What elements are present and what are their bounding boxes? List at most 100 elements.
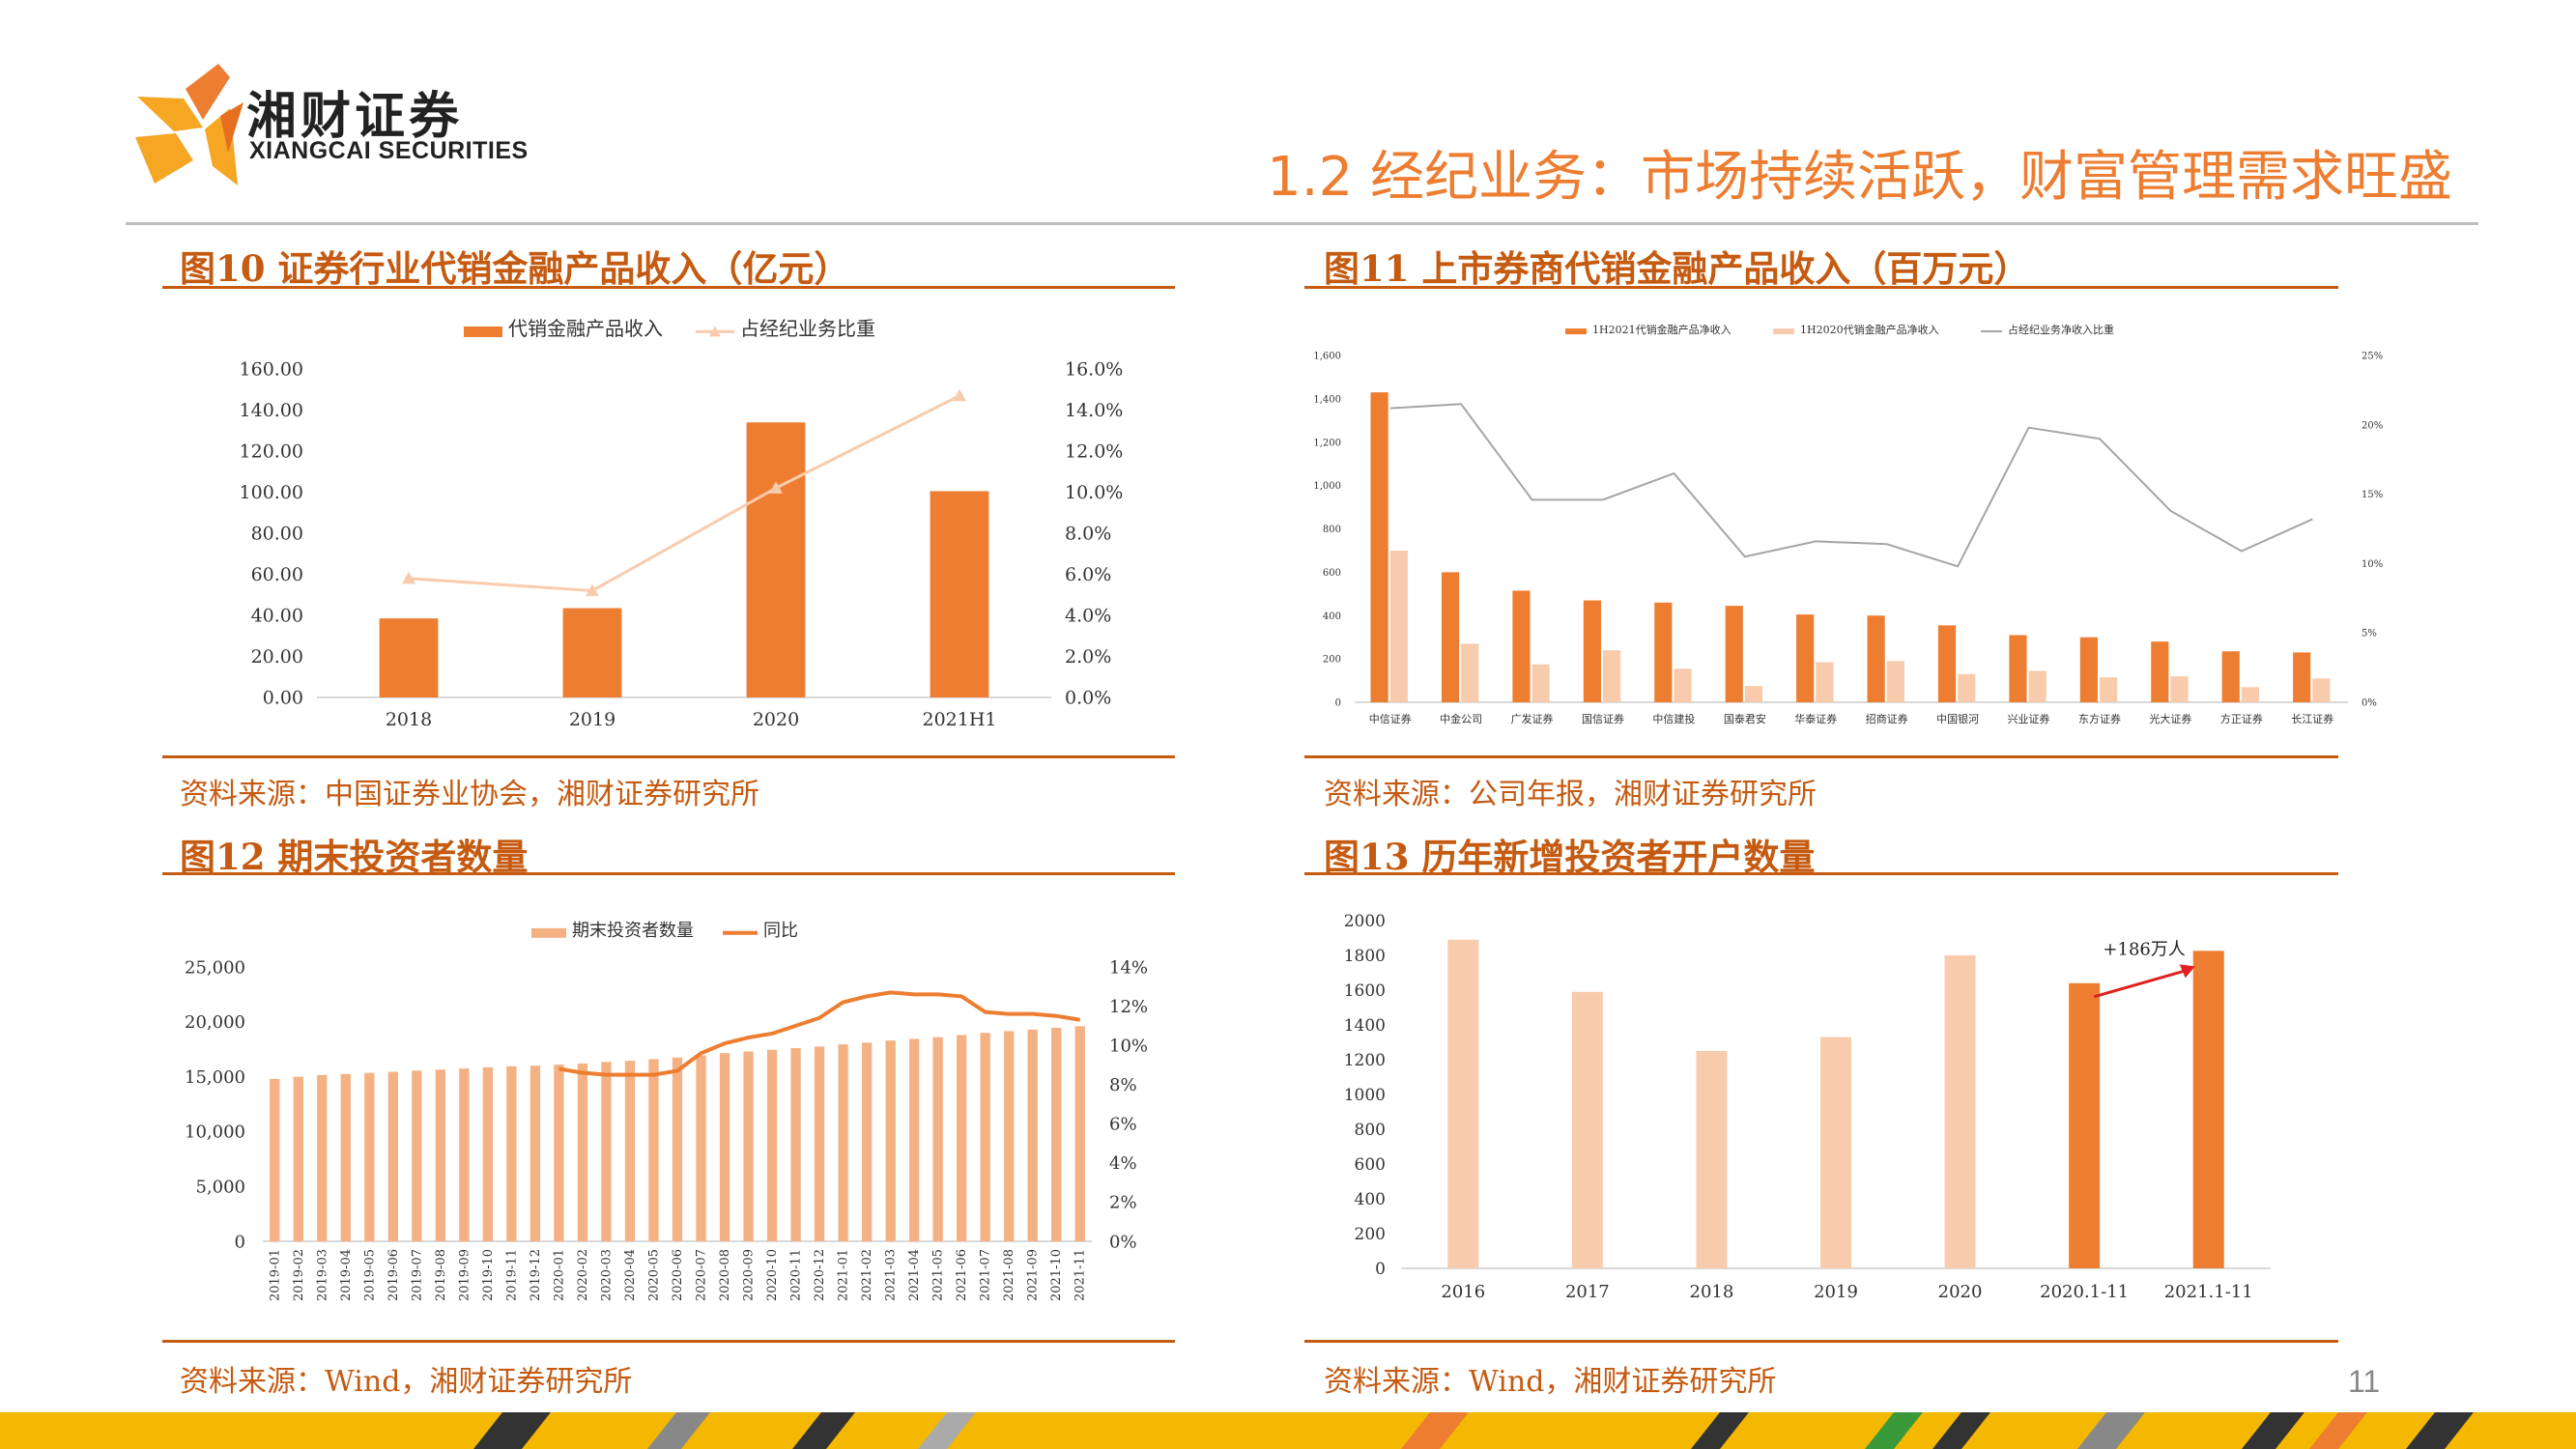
annotation-label: +186万人 — [2103, 939, 2185, 959]
bar — [1816, 662, 1834, 702]
y-left-tick-label: 1,600 — [1313, 352, 1341, 362]
bar — [577, 1063, 588, 1241]
x-tick-label: 2019-09 — [457, 1249, 472, 1301]
y-right-tick-label: 6.0% — [1065, 564, 1111, 585]
x-tick-label: 中信证券 — [1369, 712, 1412, 725]
y-tick-label: 1600 — [1344, 981, 1386, 1001]
bar — [814, 1046, 825, 1241]
x-tick-label: 中金公司 — [1440, 712, 1482, 725]
bar — [506, 1065, 517, 1241]
x-tick-label: 2019-06 — [386, 1249, 401, 1301]
y-left-tick-label: 200 — [1323, 655, 1341, 666]
y-right-tick-label: 10% — [2361, 559, 2383, 570]
bar — [743, 1051, 754, 1241]
y-right-tick-label: 6% — [1109, 1115, 1137, 1135]
xiangcai-logo-icon — [135, 64, 243, 185]
bar — [435, 1069, 446, 1241]
bar — [1654, 602, 1673, 702]
y-tick-label: 400 — [1355, 1190, 1386, 1209]
bar — [2100, 677, 2118, 702]
y-left-tick-label: 10,000 — [185, 1122, 245, 1143]
bar — [2069, 982, 2101, 1268]
page-title: 1.2 经纪业务：市场持续活跃，财富管理需求旺盛 — [1267, 146, 2452, 209]
logo-text-en: XIANGCAI SECURITIES — [249, 137, 529, 164]
figure-11-chart: 0 200 400 600 800 1,000 1,200 1,400 1,600 0% 5% 10%… — [1313, 323, 2383, 725]
x-tick-label: 中信建投 — [1652, 712, 1695, 725]
annotation-arrow — [2093, 968, 2189, 999]
legend-label: 代销金融产品收入 — [508, 317, 663, 340]
bar — [2312, 678, 2331, 702]
bar — [2009, 635, 2027, 702]
bar — [1796, 614, 1815, 702]
x-tick-label: 2021-05 — [931, 1249, 946, 1301]
x-tick-label: 2021-06 — [955, 1249, 969, 1301]
x-tick-label: 2020.1-11 — [2040, 1282, 2129, 1302]
bar — [412, 1070, 422, 1241]
x-tick-label: 招商证券 — [1866, 712, 1908, 725]
x-tick-label: 兴业证券 — [2008, 712, 2050, 725]
bar — [379, 618, 439, 697]
x-tick-label: 2019-07 — [410, 1249, 424, 1301]
bar — [746, 422, 806, 697]
bar — [672, 1057, 683, 1241]
y-right-tick-label: 10% — [1109, 1036, 1148, 1056]
legend-swatch — [1565, 328, 1587, 335]
figure-12-source: 资料来源：Wind，湘财证券研究所 — [180, 1365, 633, 1399]
bar — [790, 1048, 801, 1241]
x-tick-label: 2019 — [569, 709, 615, 730]
bar — [562, 608, 622, 697]
figure-10-source-rule — [162, 755, 1175, 758]
legend-swatch — [531, 927, 566, 938]
x-tick-label: 2020-03 — [599, 1249, 614, 1301]
legend-label: 期末投资者数量 — [572, 921, 694, 941]
bar — [766, 1049, 778, 1241]
x-tick-label: 东方证券 — [2078, 712, 2121, 725]
footer-stripe-bar — [0, 1412, 2576, 1449]
y-right-tick-label: 8.0% — [1065, 524, 1111, 545]
figure-10-title: 图10 证券行业代销金融产品收入（亿元） — [180, 247, 850, 290]
bar — [1441, 572, 1460, 702]
x-tick-label: 2021-08 — [1002, 1249, 1016, 1301]
bar — [530, 1065, 541, 1241]
x-tick-label: 2020-02 — [576, 1249, 590, 1301]
y-tick-label: 1400 — [1344, 1016, 1386, 1036]
x-tick-label: 2020-07 — [695, 1249, 709, 1301]
legend-label: 同比 — [763, 921, 798, 941]
x-tick-label: 2019-12 — [529, 1249, 543, 1301]
legend-marker — [709, 326, 721, 337]
x-tick-label: 2020-01 — [552, 1249, 566, 1301]
bar — [861, 1042, 873, 1241]
bar — [1696, 1051, 1728, 1268]
y-left-tick-label: 20.00 — [251, 646, 303, 668]
y-right-tick-label: 16.0% — [1065, 359, 1123, 381]
x-tick-label: 2019-04 — [339, 1249, 354, 1301]
y-left-tick-label: 40.00 — [251, 606, 303, 627]
y-tick-label: 1800 — [1344, 947, 1386, 966]
y-tick-label: 0 — [1375, 1260, 1386, 1279]
y-right-tick-label: 2% — [1109, 1193, 1137, 1213]
x-tick-label: 2019-01 — [268, 1249, 282, 1301]
x-tick-label: 中国银河 — [1936, 712, 1979, 725]
x-tick-label: 2021-01 — [837, 1249, 851, 1301]
x-tick-label: 2021-04 — [907, 1249, 922, 1301]
x-tick-label: 2018 — [386, 709, 432, 730]
bar — [648, 1059, 659, 1241]
y-left-tick-label: 5,000 — [195, 1178, 245, 1198]
y-left-tick-label: 100.00 — [240, 482, 303, 503]
x-tick-label: 2019-05 — [362, 1249, 377, 1301]
bar — [1004, 1031, 1015, 1241]
bar — [908, 1038, 920, 1241]
bar — [293, 1076, 303, 1241]
bar — [340, 1073, 351, 1241]
legend-label: 占经纪业务净收入比重 — [2008, 323, 2114, 336]
y-right-tick-label: 20% — [2361, 420, 2383, 431]
x-tick-label: 2021-10 — [1049, 1249, 1064, 1301]
x-tick-label: 长江证券 — [2291, 712, 2333, 725]
y-left-tick-label: 1,200 — [1313, 438, 1341, 448]
figure-13-title-rule — [1304, 872, 2338, 875]
y-right-tick-label: 15% — [2361, 490, 2383, 500]
figure-10-source: 资料来源：中国证券业协会，湘财证券研究所 — [180, 778, 759, 811]
line-marker — [953, 388, 966, 402]
legend-swatch — [464, 327, 502, 337]
bar — [2192, 951, 2224, 1268]
